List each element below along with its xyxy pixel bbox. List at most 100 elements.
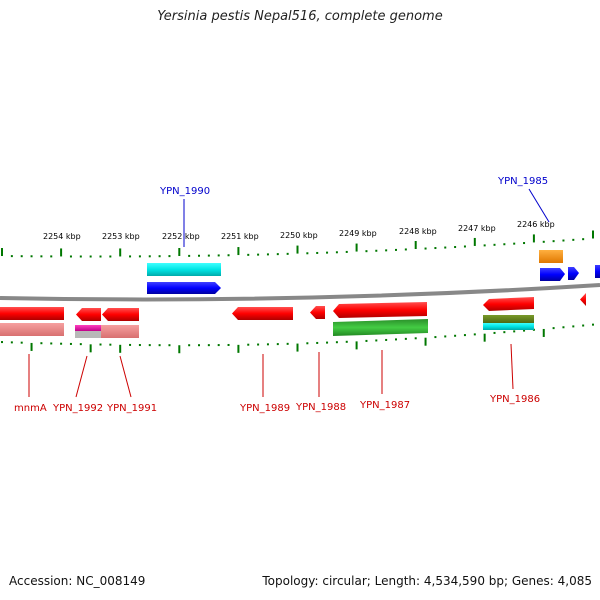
feature-ypn-1986-cyan (483, 323, 534, 330)
minor-tick (444, 335, 447, 338)
minor-tick (99, 255, 102, 258)
minor-tick (188, 344, 191, 347)
minor-tick (385, 338, 388, 341)
minor-tick (109, 343, 112, 346)
major-tick (355, 341, 358, 350)
feature-cyan-band (147, 263, 221, 276)
major-tick (178, 345, 181, 354)
major-tick (237, 344, 240, 353)
minor-tick (50, 342, 53, 345)
minor-tick (30, 255, 33, 258)
minor-tick (79, 343, 82, 346)
minor-tick (158, 255, 161, 258)
minor-tick (513, 242, 516, 245)
minor-tick (266, 253, 269, 256)
major-tick (355, 243, 358, 252)
gene-label-ypn-1988: YPN_1988 (295, 402, 346, 413)
scale-label: 2249 kbp (339, 229, 377, 238)
minor-tick (89, 255, 92, 258)
feature-ypn-1987-green (333, 319, 428, 336)
scale-label: 2251 kbp (221, 232, 259, 241)
minor-tick (592, 323, 594, 326)
scale-label: 2253 kbp (102, 232, 140, 241)
minor-tick (345, 250, 348, 253)
scale-labels: 2254 kbp 2253 kbp 2252 kbp 2251 kbp 2250… (43, 220, 555, 241)
minor-tick (148, 344, 151, 347)
minor-tick (326, 341, 329, 344)
scale-label: 2248 kbp (399, 227, 437, 236)
major-tick (89, 344, 92, 353)
minor-tick (365, 250, 368, 253)
minor-tick (50, 255, 53, 258)
minor-tick (168, 255, 171, 258)
minor-tick (217, 344, 220, 347)
reverse-features (0, 293, 586, 338)
minor-tick (247, 253, 250, 256)
minor-tick (99, 343, 102, 346)
major-tick (237, 247, 240, 256)
gene-ypn-1986-arrow (483, 297, 534, 311)
minor-tick (198, 344, 200, 347)
minor-tick (276, 253, 279, 256)
gene-label-ypn-1989: YPN_1989 (239, 403, 290, 414)
feature-ypn-1991-band (101, 325, 139, 338)
gene-forward-edge (595, 265, 600, 278)
minor-tick (276, 343, 279, 346)
feature-ypn-1992-grey (75, 331, 101, 338)
minor-tick (395, 248, 397, 251)
minor-tick (395, 338, 397, 341)
feature-ypn-1986-olive (483, 315, 534, 323)
minor-tick (227, 343, 230, 346)
minor-tick (454, 246, 457, 249)
scale-label: 2254 kbp (43, 232, 81, 241)
minor-tick (306, 342, 309, 345)
minor-tick (345, 340, 348, 343)
minor-tick (10, 255, 13, 258)
minor-tick (316, 251, 319, 254)
feature-ypn-1992-magenta (75, 325, 101, 331)
minor-tick (109, 255, 112, 258)
minor-tick (454, 334, 457, 337)
major-tick (414, 241, 417, 250)
gene-ypn-1989-arrow (232, 307, 293, 320)
gene-label-ypn-1985: YPN_1985 (497, 176, 548, 187)
minor-tick (424, 247, 427, 250)
minor-tick (404, 248, 407, 251)
gene-reverse-edge-arrow (580, 293, 586, 306)
minor-tick (129, 255, 132, 258)
minor-tick (375, 339, 378, 342)
minor-tick (404, 337, 407, 340)
minor-tick (198, 254, 200, 257)
scale-label: 2247 kbp (458, 224, 496, 233)
minor-tick (335, 251, 338, 254)
gene-label-ypn-1986: YPN_1986 (489, 394, 540, 405)
minor-tick (552, 240, 555, 243)
minor-tick (523, 242, 526, 245)
minor-tick (20, 341, 23, 344)
minor-tick (483, 244, 486, 247)
gene-label-ypn-1990: YPN_1990 (159, 186, 210, 197)
minor-tick (247, 343, 250, 346)
minor-tick (1, 341, 3, 344)
minor-tick (188, 254, 191, 257)
minor-tick (375, 249, 378, 252)
minor-tick (562, 239, 565, 242)
minor-tick (503, 243, 506, 246)
major-tick (542, 328, 545, 337)
major-tick (119, 344, 122, 353)
label-leaders (28, 188, 550, 398)
minor-tick (434, 247, 437, 250)
major-tick (119, 248, 122, 257)
feature-orange-band (539, 250, 563, 263)
gene-ypn-1985-arrow (540, 268, 565, 281)
minor-tick (286, 252, 289, 255)
minor-tick (385, 249, 388, 252)
minor-tick (493, 331, 496, 334)
minor-tick (582, 324, 585, 327)
gene-ypn-1987-arrow (333, 302, 427, 318)
minor-tick (257, 253, 260, 256)
major-tick (178, 248, 181, 257)
map-title: Yersinia pestis Nepal516, complete genom… (157, 9, 443, 24)
major-tick (483, 333, 486, 342)
